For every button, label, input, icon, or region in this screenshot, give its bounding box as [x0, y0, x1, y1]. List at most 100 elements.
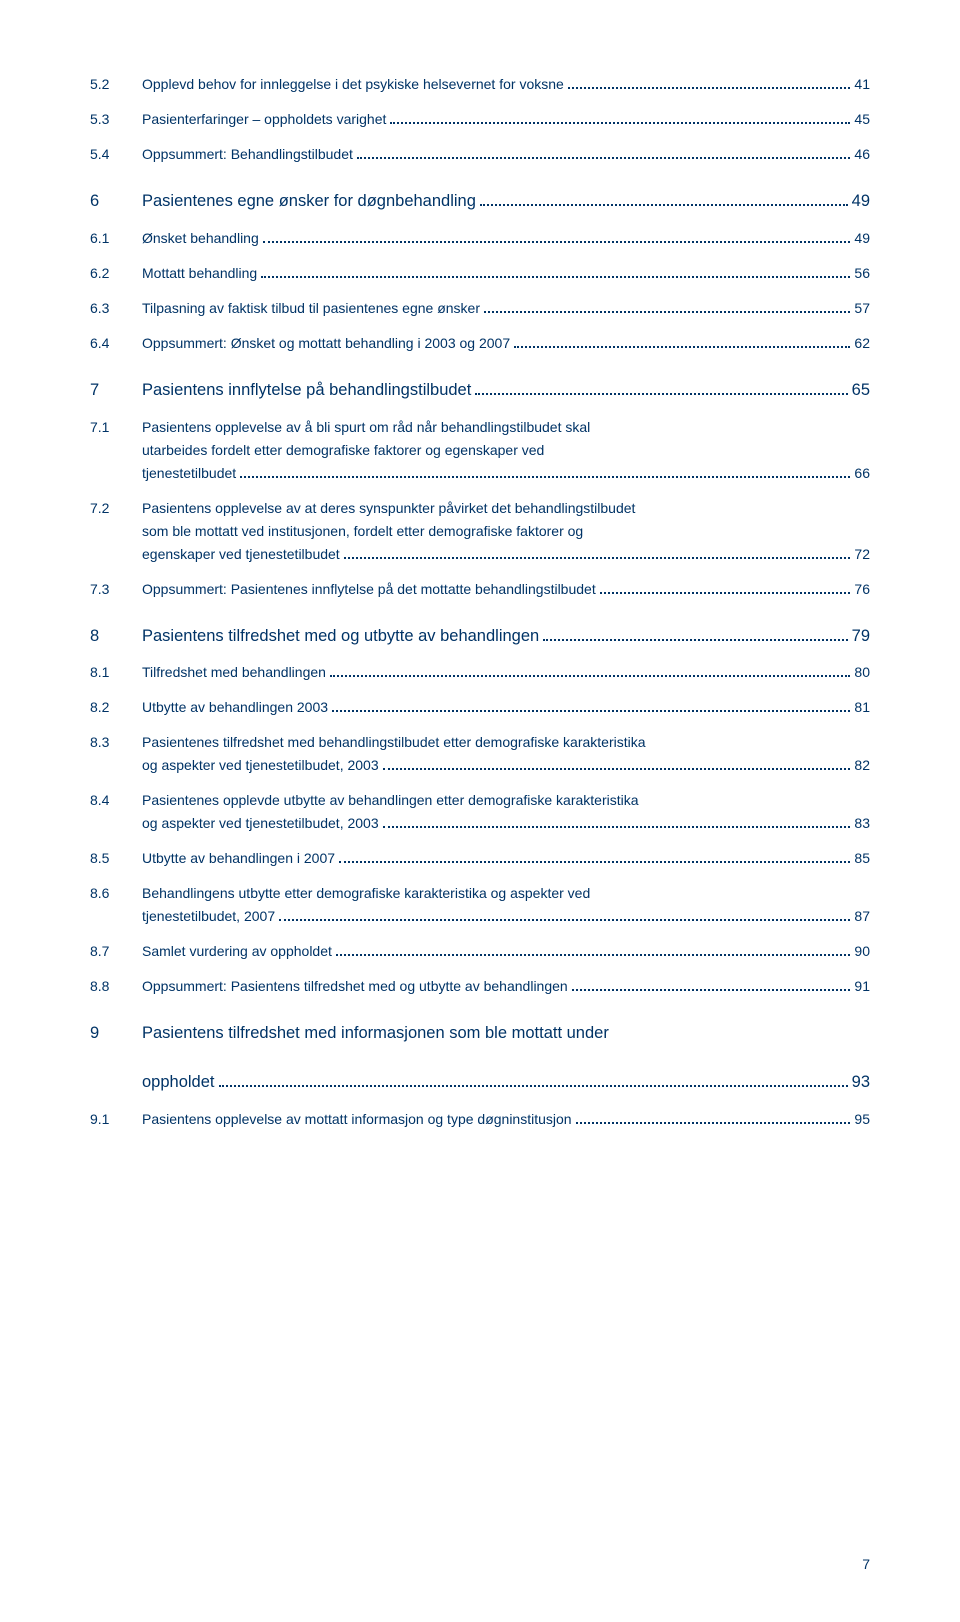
- toc-leader-dots: [480, 204, 848, 206]
- toc-entry-text: Oppsummert: Pasientenes innflytelse på d…: [142, 579, 596, 600]
- toc-entry-page: 76: [854, 579, 870, 600]
- toc-entry-text: Pasientens innflytelse på behandlingstil…: [142, 378, 471, 403]
- toc-entry: 8.7Samlet vurdering av oppholdet 90: [90, 941, 870, 962]
- toc-entry-number: 8.3: [90, 732, 142, 753]
- toc-entry-number: 6: [90, 189, 142, 214]
- toc-entry-page: 57: [854, 298, 870, 319]
- toc-entry-number: 8.8: [90, 976, 142, 997]
- toc-entry-number: [90, 755, 142, 776]
- toc-leader-dots: [261, 276, 850, 278]
- toc-entry-page: 81: [854, 697, 870, 718]
- toc-entry-text: som ble mottatt ved institusjonen, forde…: [142, 521, 583, 542]
- toc-entry-text: og aspekter ved tjenestetilbudet, 2003: [142, 813, 379, 834]
- toc-entry: 9.1Pasientens opplevelse av mottatt info…: [90, 1109, 870, 1130]
- toc-entry: 8.6Behandlingens utbytte etter demografi…: [90, 883, 870, 904]
- toc-entry-page: 80: [854, 662, 870, 683]
- toc-entry-page: 85: [854, 848, 870, 869]
- toc-entry-page: 49: [852, 189, 870, 214]
- toc-leader-dots: [332, 710, 850, 712]
- toc-entry-page: 49: [854, 228, 870, 249]
- toc-leader-dots: [339, 861, 850, 863]
- toc-leader-dots: [390, 122, 850, 124]
- toc-entry-number: 7.3: [90, 579, 142, 600]
- toc-entry-text: Utbytte av behandlingen i 2007: [142, 848, 335, 869]
- toc-entry-page: 91: [854, 976, 870, 997]
- toc-entry-page: 79: [852, 624, 870, 649]
- toc-leader-dots: [514, 346, 850, 348]
- toc-leader-dots: [219, 1085, 848, 1087]
- toc-entry-number: 7.2: [90, 498, 142, 519]
- toc-entry-page: 62: [854, 333, 870, 354]
- toc-entry-text: Mottatt behandling: [142, 263, 257, 284]
- toc-leader-dots: [484, 311, 850, 313]
- toc-entry: 5.4Oppsummert: Behandlingstilbudet 46: [90, 144, 870, 165]
- toc-entry-text: Utbytte av behandlingen 2003: [142, 697, 328, 718]
- toc-leader-dots: [344, 557, 851, 559]
- toc-entry-text: Pasientenes egne ønsker for døgnbehandli…: [142, 189, 476, 214]
- toc-leader-dots: [600, 592, 851, 594]
- toc-entry-text: tjenestetilbudet: [142, 463, 236, 484]
- toc-entry-page: 95: [854, 1109, 870, 1130]
- toc-entry: 9Pasientens tilfredshet med informasjone…: [90, 1021, 870, 1046]
- toc-entry: 7.3Oppsummert: Pasientenes innflytelse p…: [90, 579, 870, 600]
- toc-entry-number: 8.4: [90, 790, 142, 811]
- toc-entry-number: [90, 1070, 142, 1095]
- toc-entry: tjenestetilbudet, 2007 87: [90, 906, 870, 927]
- toc-leader-dots: [383, 768, 851, 770]
- toc-entry: 7.2Pasientens opplevelse av at deres syn…: [90, 498, 870, 519]
- toc-entry-text: Pasienterfaringer – oppholdets varighet: [142, 109, 386, 130]
- toc-entry: 5.3Pasienterfaringer – oppholdets varigh…: [90, 109, 870, 130]
- toc-entry: utarbeides fordelt etter demografiske fa…: [90, 440, 870, 461]
- toc-entry-page: 46: [854, 144, 870, 165]
- toc-entry-text: Tilpasning av faktisk tilbud til pasient…: [142, 298, 480, 319]
- toc-entry-number: 8.7: [90, 941, 142, 962]
- toc-leader-dots: [572, 989, 851, 991]
- toc-entry-number: [90, 906, 142, 927]
- toc-entry-text: Samlet vurdering av oppholdet: [142, 941, 332, 962]
- page-number-footer: 7: [862, 1556, 870, 1572]
- toc-entry-number: [90, 521, 142, 542]
- toc-entry-text: Tilfredshet med behandlingen: [142, 662, 326, 683]
- toc-entry-number: 7: [90, 378, 142, 403]
- toc-entry-text: Oppsummert: Behandlingstilbudet: [142, 144, 353, 165]
- toc-entry-text: Pasientens opplevelse av mottatt informa…: [142, 1109, 572, 1130]
- toc-leader-dots: [330, 675, 850, 677]
- toc-leader-dots: [357, 157, 851, 159]
- toc-entry-number: 8.6: [90, 883, 142, 904]
- toc-entry-text: Pasientens opplevelse av at deres synspu…: [142, 498, 635, 519]
- toc-entry-number: 6.3: [90, 298, 142, 319]
- toc-entry-text: tjenestetilbudet, 2007: [142, 906, 275, 927]
- toc-entry-text: Pasientens tilfredshet med informasjonen…: [142, 1021, 609, 1046]
- toc-entry-page: 45: [854, 109, 870, 130]
- toc-entry-page: 56: [854, 263, 870, 284]
- toc-entry-text: Pasientenes tilfredshet med behandlingst…: [142, 732, 646, 753]
- toc-entry-page: 82: [854, 755, 870, 776]
- toc-leader-dots: [568, 87, 851, 89]
- toc-entry: 6.2Mottatt behandling 56: [90, 263, 870, 284]
- toc-entry-number: 9: [90, 1021, 142, 1046]
- toc-entry-number: 8: [90, 624, 142, 649]
- toc-entry: 7.1Pasientens opplevelse av å bli spurt …: [90, 417, 870, 438]
- toc-entry: 8.3Pasientenes tilfredshet med behandlin…: [90, 732, 870, 753]
- toc-entry: 6.3Tilpasning av faktisk tilbud til pasi…: [90, 298, 870, 319]
- toc-entry: 8.5Utbytte av behandlingen i 2007 85: [90, 848, 870, 869]
- toc-entry-text: Opplevd behov for innleggelse i det psyk…: [142, 74, 564, 95]
- toc-leader-dots: [383, 826, 851, 828]
- toc-entry-page: 65: [852, 378, 870, 403]
- toc-entry-page: 66: [854, 463, 870, 484]
- table-of-contents: 5.2Opplevd behov for innleggelse i det p…: [90, 74, 870, 1130]
- toc-entry: 8.4Pasientenes opplevde utbytte av behan…: [90, 790, 870, 811]
- toc-entry-page: 41: [854, 74, 870, 95]
- toc-leader-dots: [475, 393, 847, 395]
- toc-entry-text: Pasientens tilfredshet med og utbytte av…: [142, 624, 539, 649]
- toc-leader-dots: [543, 639, 847, 641]
- toc-entry-text: og aspekter ved tjenestetilbudet, 2003: [142, 755, 379, 776]
- toc-entry: som ble mottatt ved institusjonen, forde…: [90, 521, 870, 542]
- toc-entry-number: [90, 463, 142, 484]
- toc-entry-text: Behandlingens utbytte etter demografiske…: [142, 883, 590, 904]
- toc-entry: 8Pasientens tilfredshet med og utbytte a…: [90, 624, 870, 649]
- toc-entry-number: [90, 440, 142, 461]
- toc-leader-dots: [336, 954, 851, 956]
- toc-entry: 8.8Oppsummert: Pasientens tilfredshet me…: [90, 976, 870, 997]
- toc-leader-dots: [279, 919, 850, 921]
